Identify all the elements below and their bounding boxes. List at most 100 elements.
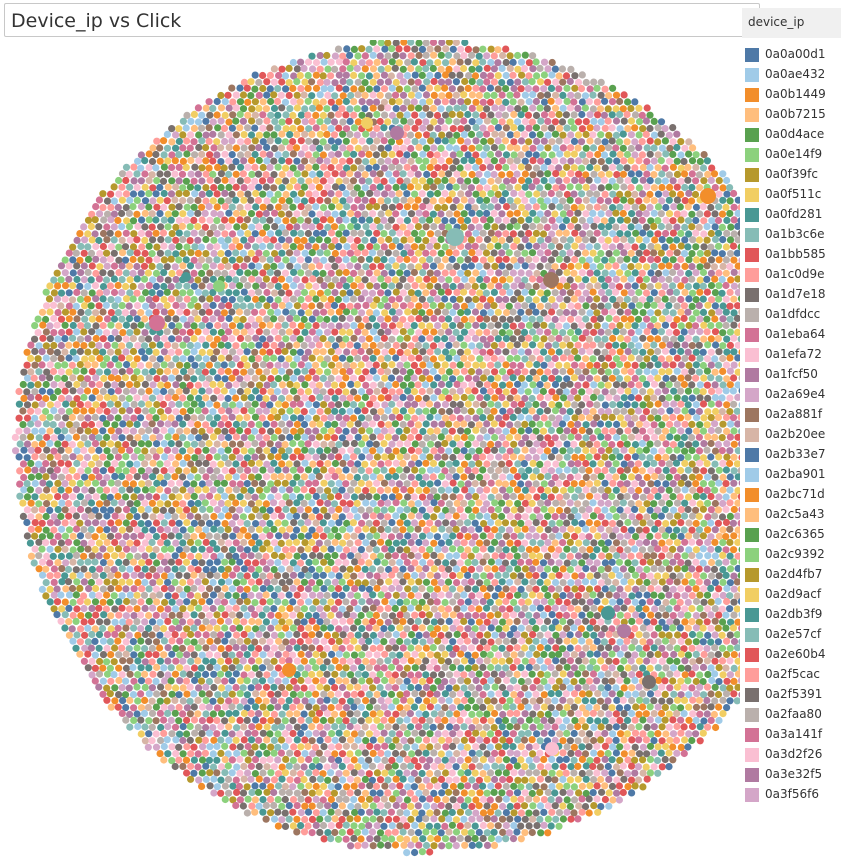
bubble-mark[interactable] [312, 348, 320, 356]
bubble-mark[interactable] [532, 321, 541, 329]
bubble-mark[interactable] [552, 394, 560, 402]
bubble-mark[interactable] [642, 210, 650, 218]
bubble-mark[interactable] [502, 295, 510, 304]
bubble-mark[interactable] [669, 229, 678, 237]
bubble-mark[interactable] [494, 163, 503, 171]
bubble-mark[interactable] [498, 131, 506, 139]
bubble-mark[interactable] [669, 348, 677, 356]
bubble-mark[interactable] [346, 130, 354, 138]
bubble-mark[interactable] [328, 361, 336, 369]
bubble-mark[interactable] [726, 394, 734, 402]
bubble-mark[interactable] [460, 157, 468, 165]
bubble-mark[interactable] [734, 236, 740, 244]
bubble-mark[interactable] [715, 387, 723, 395]
bubble-mark[interactable] [547, 335, 556, 343]
bubble-mark[interactable] [380, 58, 389, 66]
bubble-mark[interactable] [282, 242, 290, 250]
bubble-mark[interactable] [259, 163, 267, 172]
bubble-mark[interactable] [357, 388, 366, 396]
bubble-mark[interactable] [277, 341, 286, 349]
bubble-mark[interactable] [168, 203, 176, 211]
bubble-mark[interactable] [468, 209, 476, 217]
bubble-mark[interactable] [248, 223, 256, 231]
bubble-mark[interactable] [563, 296, 571, 304]
bubble-mark[interactable] [183, 348, 191, 356]
bubble-mark[interactable] [316, 157, 324, 165]
bubble-mark[interactable] [498, 341, 506, 349]
bubble-mark[interactable] [661, 347, 670, 355]
bubble-mark[interactable] [392, 40, 400, 47]
bubble-mark[interactable] [324, 302, 332, 310]
bubble-mark[interactable] [433, 98, 442, 106]
bubble-mark[interactable] [696, 315, 704, 323]
bubble-mark[interactable] [187, 355, 195, 363]
bubble-mark[interactable] [434, 283, 442, 291]
bubble-mark[interactable] [423, 170, 431, 178]
bubble-mark[interactable] [494, 124, 502, 132]
bubble-mark[interactable] [719, 315, 727, 323]
bubble-mark[interactable] [510, 84, 518, 93]
bubble-mark[interactable] [631, 138, 639, 146]
bubble-mark[interactable] [277, 289, 285, 297]
bubble-mark[interactable] [676, 414, 685, 422]
bubble-mark[interactable] [657, 118, 666, 126]
bubble-mark[interactable] [586, 374, 594, 382]
bubble-mark[interactable] [715, 177, 723, 185]
bubble-mark[interactable] [312, 138, 320, 146]
bubble-mark[interactable] [167, 255, 175, 263]
bubble-mark[interactable] [270, 184, 278, 192]
bubble-mark[interactable] [476, 315, 484, 323]
bubble-mark[interactable] [38, 348, 46, 356]
bubble-mark[interactable] [87, 302, 95, 310]
bubble-mark[interactable] [467, 130, 476, 138]
bubble-mark[interactable] [43, 368, 51, 376]
bubble-mark[interactable] [308, 328, 317, 336]
bubble-mark[interactable] [95, 236, 103, 245]
bubble-mark[interactable] [290, 414, 298, 422]
bubble-mark[interactable] [525, 374, 533, 383]
bubble-mark[interactable] [483, 184, 491, 192]
bubble-mark[interactable] [597, 223, 606, 231]
bubble-mark[interactable] [267, 413, 275, 422]
bubble-mark[interactable] [441, 190, 449, 198]
bubble-mark[interactable] [498, 302, 506, 310]
bubble-mark[interactable] [411, 347, 419, 356]
bubble-mark[interactable] [118, 249, 127, 257]
bubble-mark[interactable] [601, 164, 609, 172]
bubble-mark[interactable] [191, 243, 199, 251]
bubble-mark[interactable] [662, 335, 670, 343]
bubble-mark[interactable] [707, 243, 715, 251]
bubble-mark[interactable] [479, 45, 487, 53]
bubble-mark[interactable] [491, 223, 499, 231]
bubble-mark[interactable] [422, 315, 430, 323]
bubble-mark[interactable] [358, 309, 366, 317]
bubble-mark[interactable] [122, 295, 131, 303]
bubble-mark[interactable] [194, 342, 202, 350]
bubble-mark[interactable] [148, 420, 156, 428]
bubble-mark[interactable] [711, 289, 720, 297]
bubble-mark[interactable] [57, 262, 66, 270]
bubble-mark[interactable] [695, 236, 704, 244]
bubble-mark[interactable] [570, 204, 578, 212]
bubble-mark[interactable] [463, 427, 472, 435]
bubble-mark[interactable] [517, 111, 525, 119]
bubble-mark[interactable] [106, 400, 114, 408]
bubble-mark[interactable] [362, 301, 370, 309]
bubble-mark[interactable] [312, 269, 320, 278]
bubble-mark[interactable] [267, 308, 275, 316]
bubble-mark[interactable] [300, 64, 308, 72]
bubble-mark[interactable] [300, 183, 309, 191]
bubble-mark[interactable] [171, 157, 179, 165]
bubble-mark[interactable] [270, 104, 279, 112]
bubble-mark[interactable] [103, 341, 111, 350]
bubble-mark[interactable] [138, 216, 146, 224]
bubble-mark[interactable] [202, 394, 210, 402]
bubble-mark[interactable] [677, 164, 685, 172]
bubble-mark[interactable] [403, 85, 411, 93]
bubble-mark[interactable] [434, 388, 442, 396]
bubble-mark[interactable] [244, 334, 252, 342]
bubble-mark[interactable] [467, 302, 475, 310]
bubble-mark[interactable] [95, 381, 104, 389]
bubble-mark[interactable] [590, 328, 598, 336]
bubble-mark[interactable] [445, 380, 453, 389]
